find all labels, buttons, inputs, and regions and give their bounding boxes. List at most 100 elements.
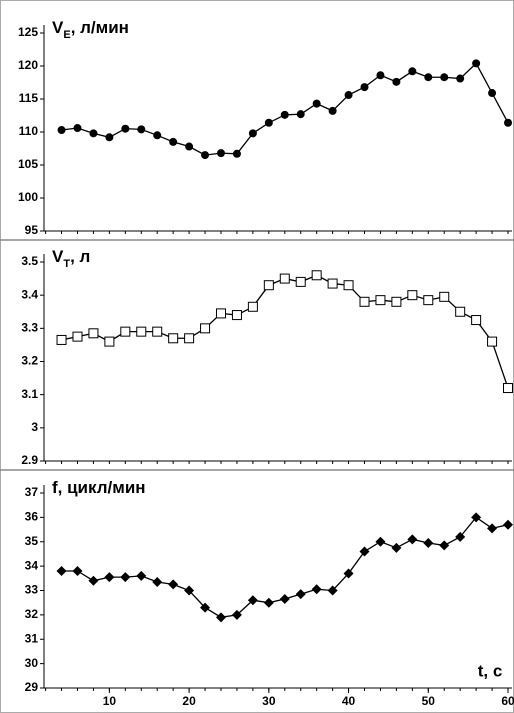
marker xyxy=(311,584,322,595)
marker xyxy=(344,91,353,100)
marker xyxy=(104,572,115,583)
marker xyxy=(136,570,147,581)
marker xyxy=(407,290,418,301)
marker xyxy=(88,575,99,586)
marker xyxy=(215,308,226,319)
marker xyxy=(56,566,67,576)
marker xyxy=(137,125,146,134)
y-tick-label: 3.2 xyxy=(21,354,38,368)
marker xyxy=(200,602,211,613)
marker xyxy=(487,336,498,347)
marker xyxy=(328,106,337,115)
y-tick-label: 34 xyxy=(25,558,39,572)
marker xyxy=(456,74,465,83)
marker xyxy=(264,118,273,127)
marker xyxy=(424,73,433,82)
y-tick-label: 35 xyxy=(25,534,39,548)
marker xyxy=(408,67,417,76)
marker xyxy=(215,612,226,623)
y-tick-label: 36 xyxy=(25,510,39,524)
marker xyxy=(439,291,450,302)
marker xyxy=(232,149,241,158)
title-rest: , л/мин xyxy=(71,18,129,37)
marker xyxy=(57,126,66,135)
y-tick-label: 105 xyxy=(18,157,38,171)
panel-title: VT, л xyxy=(52,247,90,269)
x-tick-label: 10 xyxy=(103,694,117,708)
marker xyxy=(136,326,147,337)
marker xyxy=(391,296,402,307)
marker xyxy=(392,77,401,86)
x-tick-label: 40 xyxy=(342,694,356,708)
marker xyxy=(375,295,386,306)
y-tick-label: 3.3 xyxy=(21,321,38,335)
y-tick-label: 3.5 xyxy=(21,254,38,268)
y-tick-label: 31 xyxy=(25,631,39,645)
x-tick-label: 50 xyxy=(422,694,436,708)
y-tick-label: 110 xyxy=(19,124,39,138)
title-main: f, цикл/мин xyxy=(52,478,146,497)
y-tick-label: 3 xyxy=(31,420,38,434)
marker xyxy=(439,540,450,551)
y-tick-label: 3.4 xyxy=(21,287,38,301)
y-tick-label: 115 xyxy=(19,91,39,105)
marker xyxy=(279,273,290,284)
title-main: V xyxy=(52,18,64,37)
marker xyxy=(231,310,242,321)
y-tick-label: 2.9 xyxy=(21,453,38,467)
marker xyxy=(423,537,434,548)
marker xyxy=(263,597,274,608)
marker xyxy=(503,519,514,530)
y-tick-label: 125 xyxy=(18,25,38,39)
panel-title: f, цикл/мин xyxy=(52,478,146,497)
x-tick-label: 20 xyxy=(182,694,196,708)
title-rest: , л xyxy=(70,247,90,266)
marker xyxy=(360,83,369,92)
marker xyxy=(343,568,354,579)
marker xyxy=(168,333,179,344)
marker xyxy=(455,531,466,542)
marker xyxy=(375,536,386,547)
marker xyxy=(423,295,434,306)
x-tick-label: 60 xyxy=(501,694,514,708)
marker xyxy=(152,576,163,587)
marker xyxy=(201,151,210,160)
marker xyxy=(359,296,370,307)
marker xyxy=(407,534,418,545)
y-tick-label: 30 xyxy=(25,656,39,670)
marker xyxy=(73,124,82,133)
marker xyxy=(280,110,289,119)
y-tick-label: 120 xyxy=(18,58,38,72)
marker xyxy=(231,609,242,620)
marker xyxy=(327,278,338,289)
marker xyxy=(104,336,115,347)
y-tick-label: 37 xyxy=(25,485,39,499)
marker xyxy=(504,118,513,127)
marker xyxy=(168,579,179,590)
marker xyxy=(296,110,305,119)
marker xyxy=(216,149,225,158)
marker xyxy=(121,124,130,133)
marker xyxy=(376,71,385,80)
title-sub: E xyxy=(63,29,70,41)
marker xyxy=(200,323,211,334)
marker xyxy=(359,546,370,557)
marker xyxy=(152,326,163,337)
marker xyxy=(56,334,67,345)
y-tick-label: 95 xyxy=(25,223,39,237)
y-tick-label: 100 xyxy=(18,190,38,204)
marker xyxy=(312,99,321,108)
marker xyxy=(153,131,162,140)
marker xyxy=(185,142,194,151)
marker xyxy=(471,315,482,326)
title-sub: T xyxy=(63,258,70,270)
marker xyxy=(120,572,131,583)
marker xyxy=(169,137,178,146)
marker xyxy=(263,280,274,291)
y-tick-label: 32 xyxy=(25,607,39,621)
y-tick-label: 3.1 xyxy=(21,387,38,401)
marker xyxy=(311,270,322,281)
marker xyxy=(295,276,306,287)
